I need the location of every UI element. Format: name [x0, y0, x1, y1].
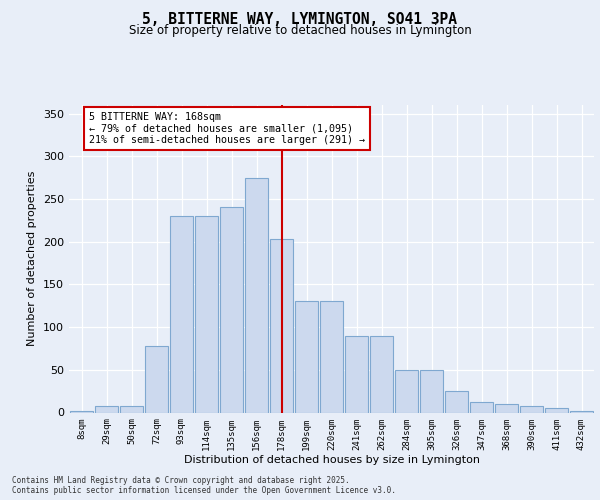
Bar	[370, 336, 393, 412]
Bar	[195, 216, 218, 412]
Bar	[145, 346, 168, 412]
Text: 5, BITTERNE WAY, LYMINGTON, SO41 3PA: 5, BITTERNE WAY, LYMINGTON, SO41 3PA	[143, 12, 458, 28]
Bar	[570, 411, 593, 412]
Bar	[345, 336, 368, 412]
Bar	[270, 239, 293, 412]
Text: Contains HM Land Registry data © Crown copyright and database right 2025.
Contai: Contains HM Land Registry data © Crown c…	[12, 476, 396, 495]
Bar	[170, 216, 193, 412]
Bar	[95, 406, 118, 412]
Bar	[520, 406, 543, 412]
X-axis label: Distribution of detached houses by size in Lymington: Distribution of detached houses by size …	[184, 455, 479, 465]
Bar	[245, 178, 268, 412]
Bar	[220, 208, 243, 412]
Bar	[395, 370, 418, 412]
Bar	[495, 404, 518, 412]
Bar	[70, 411, 93, 412]
Bar	[470, 402, 493, 412]
Bar	[420, 370, 443, 412]
Bar	[295, 302, 318, 412]
Text: Size of property relative to detached houses in Lymington: Size of property relative to detached ho…	[128, 24, 472, 37]
Y-axis label: Number of detached properties: Number of detached properties	[28, 171, 37, 346]
Text: 5 BITTERNE WAY: 168sqm
← 79% of detached houses are smaller (1,095)
21% of semi-: 5 BITTERNE WAY: 168sqm ← 79% of detached…	[89, 112, 365, 145]
Bar	[120, 406, 143, 412]
Bar	[320, 302, 343, 412]
Bar	[545, 408, 568, 412]
Bar	[445, 391, 468, 412]
